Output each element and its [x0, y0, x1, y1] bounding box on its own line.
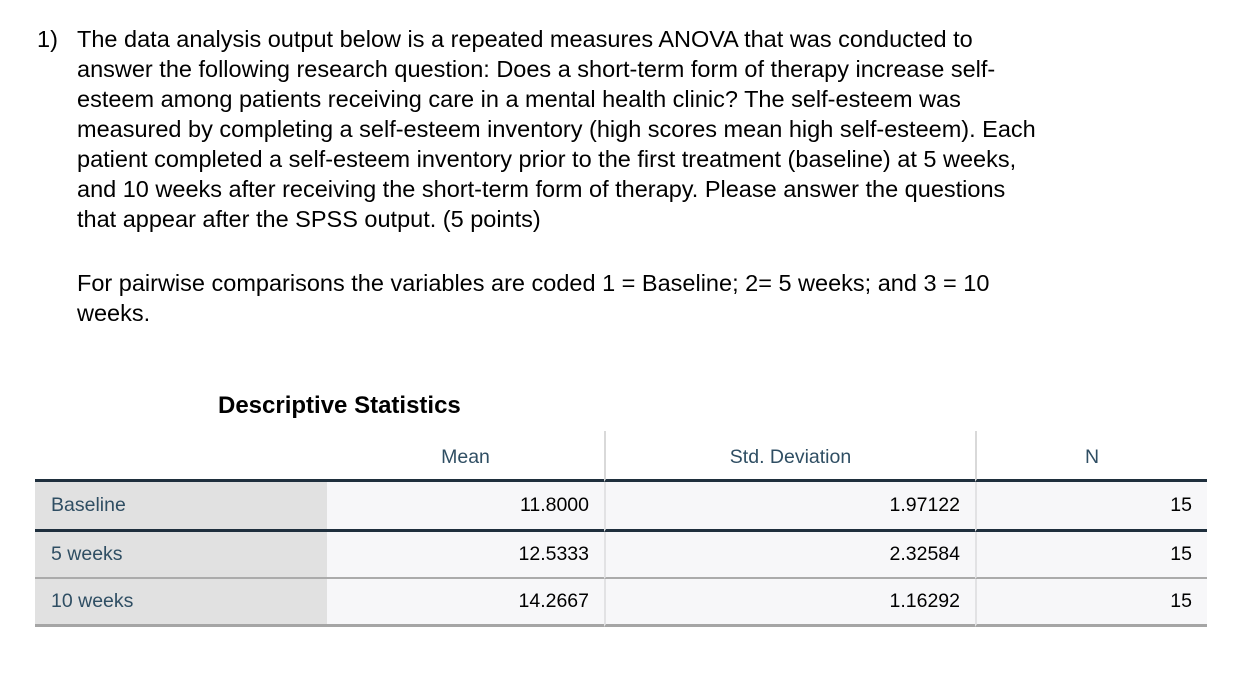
- cell-10-weeks-std-deviation: 1.16292: [604, 579, 975, 627]
- question-paragraph-1: The data analysis output below is a repe…: [77, 26, 1036, 232]
- question-block: 1) The data analysis output below is a r…: [37, 24, 1227, 328]
- cell-5-weeks-mean: 12.5333: [327, 532, 604, 579]
- column-header-n: N: [975, 431, 1207, 482]
- table-title: Descriptive Statistics: [218, 392, 461, 419]
- column-header-empty: [35, 431, 327, 482]
- cell-baseline-n: 15: [975, 482, 1207, 532]
- descriptive-statistics-table: Mean Std. Deviation N Baseline 11.8000 1…: [35, 431, 1207, 627]
- column-header-std-deviation: Std. Deviation: [604, 431, 975, 482]
- cell-baseline-mean: 11.8000: [327, 482, 604, 532]
- row-label-baseline: Baseline: [35, 482, 327, 532]
- cell-5-weeks-std-deviation: 2.32584: [604, 532, 975, 579]
- cell-baseline-std-deviation: 1.97122: [604, 482, 975, 532]
- cell-10-weeks-n: 15: [975, 579, 1207, 627]
- row-label-5-weeks: 5 weeks: [35, 532, 327, 579]
- column-header-mean: Mean: [327, 431, 604, 482]
- cell-5-weeks-n: 15: [975, 532, 1207, 579]
- cell-10-weeks-mean: 14.2667: [327, 579, 604, 627]
- row-label-10-weeks: 10 weeks: [35, 579, 327, 627]
- question-paragraph-2: For pairwise comparisons the variables a…: [77, 270, 990, 326]
- question-text: The data analysis output below is a repe…: [77, 24, 1227, 328]
- question-number: 1): [37, 26, 58, 52]
